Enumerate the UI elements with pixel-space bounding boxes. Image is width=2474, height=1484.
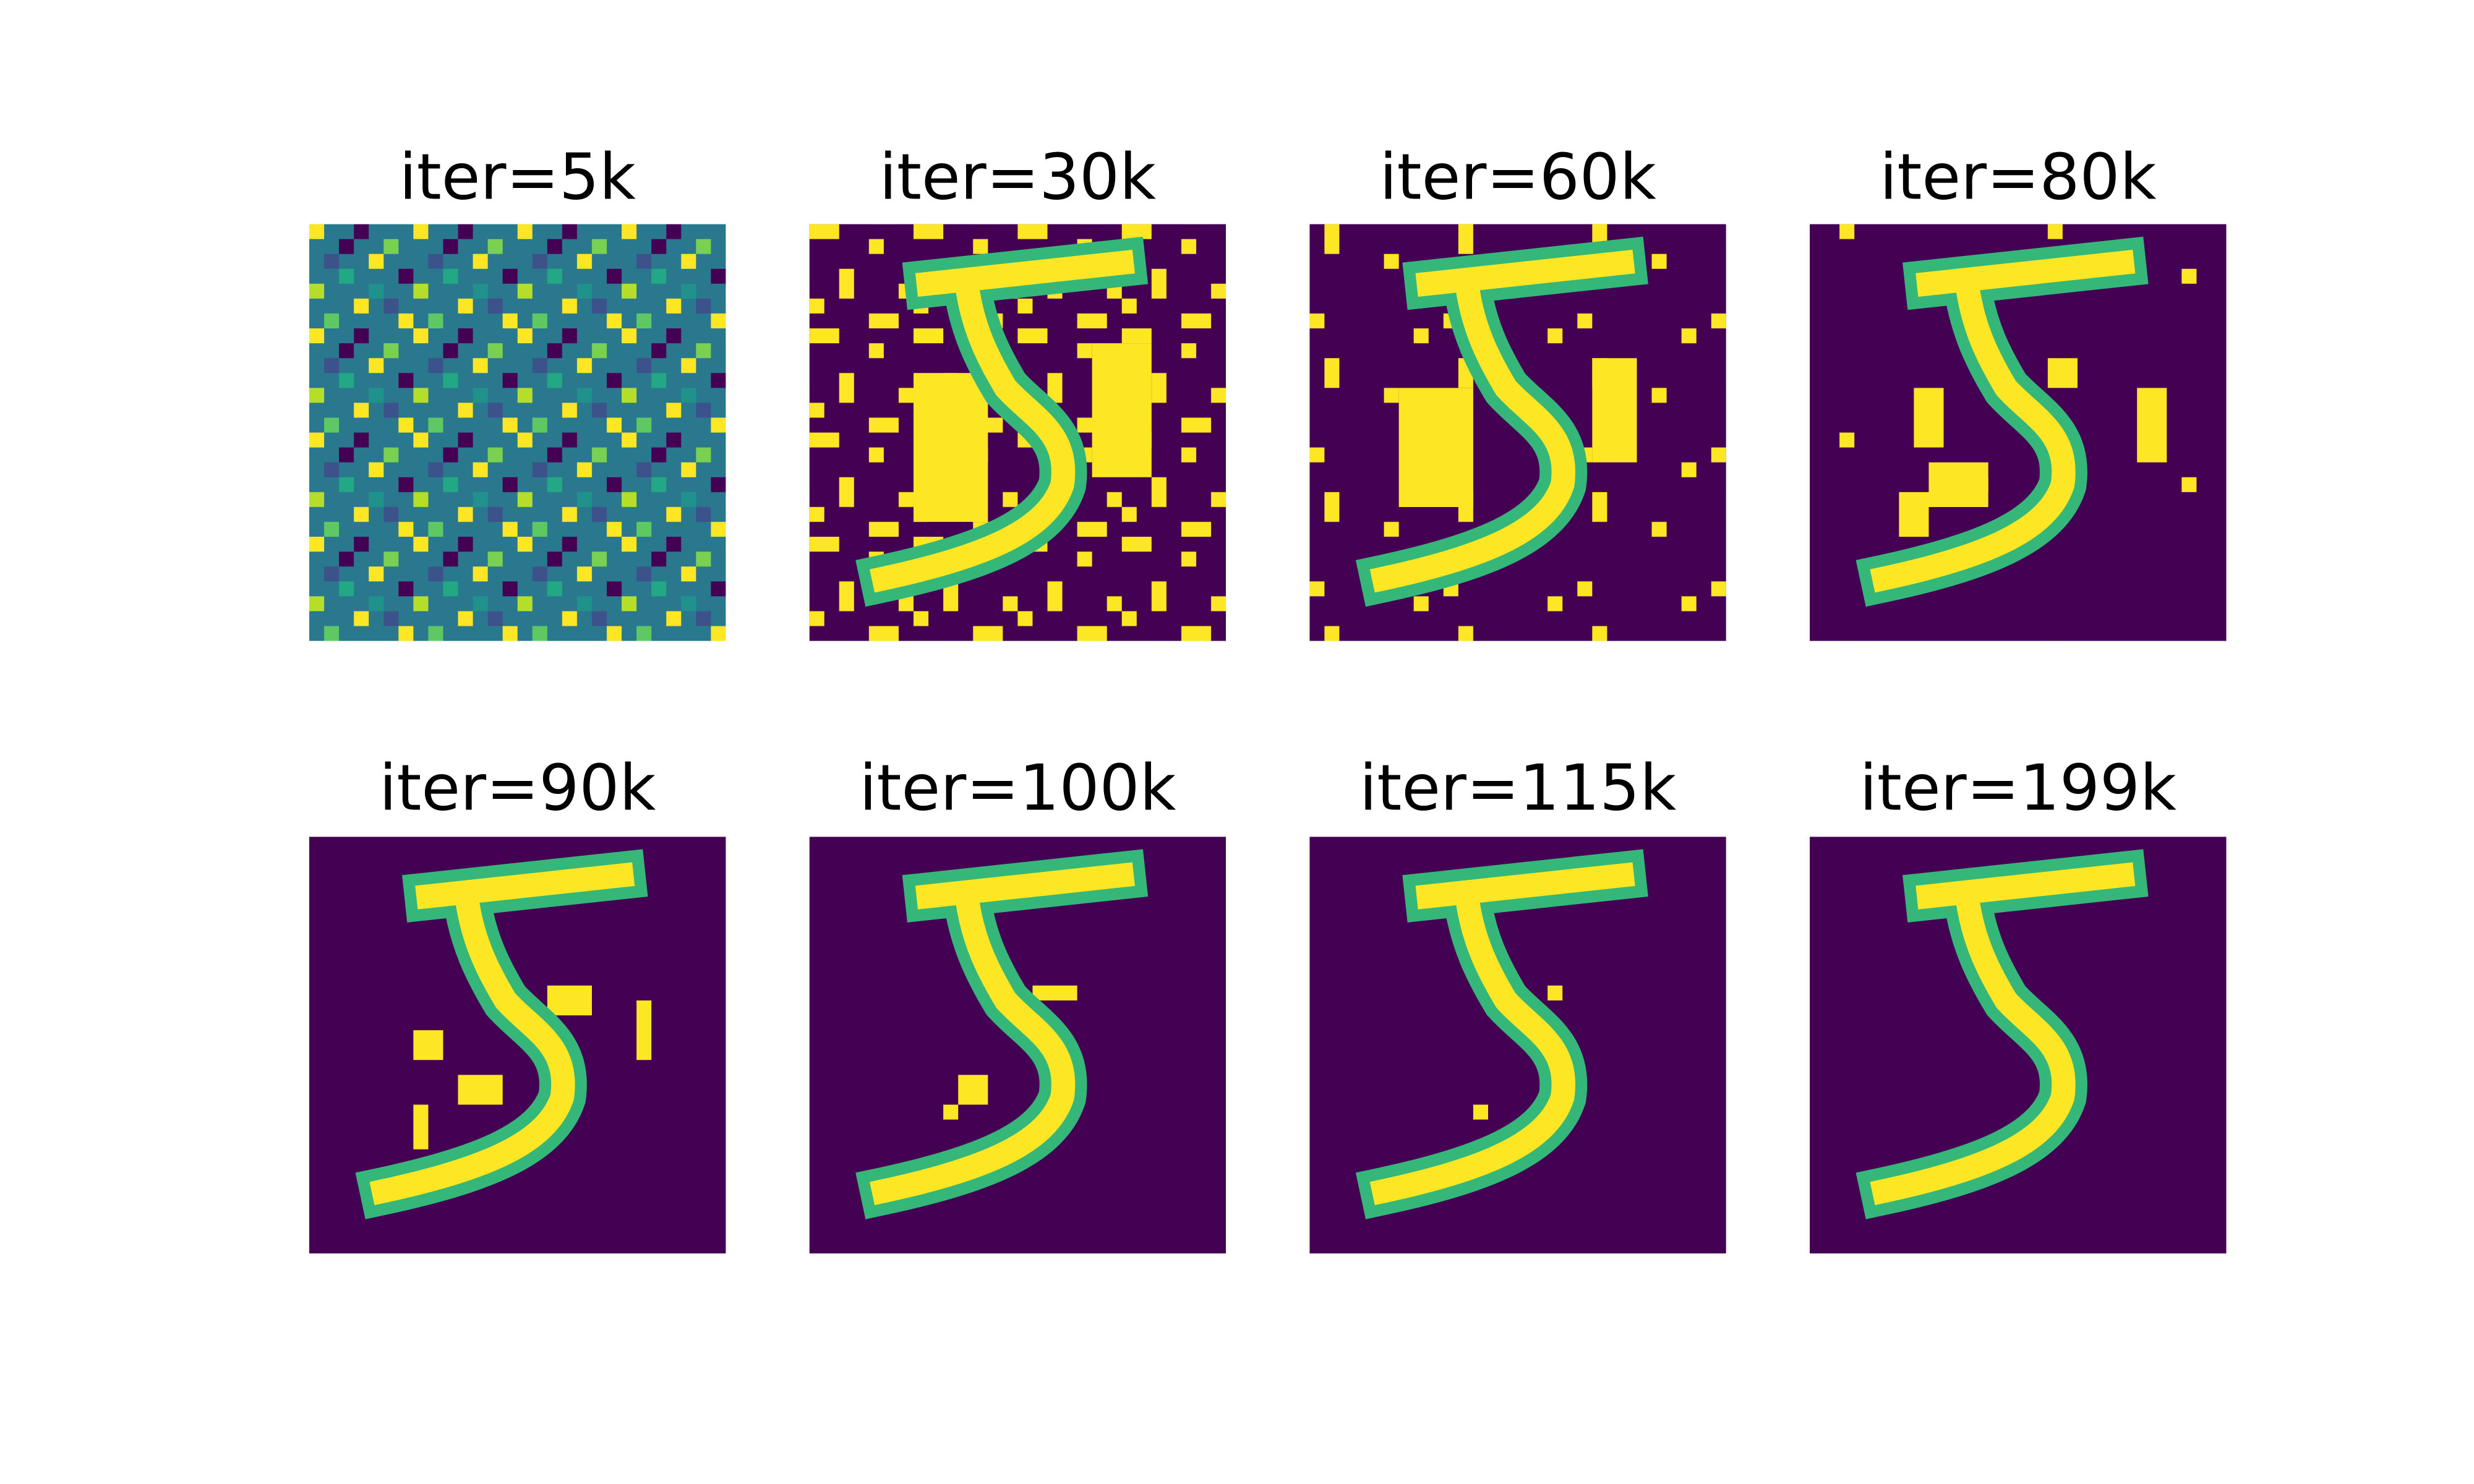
blob [1899,358,2167,537]
panel-title: iter=199k [1860,752,2177,825]
noise [309,224,726,641]
panel-title: iter=5k [399,140,636,214]
panel-title: iter=80k [1880,140,2157,214]
sample-image [1309,224,1726,641]
blob [914,343,1152,522]
sample-image [1309,837,1726,1254]
sample-image [809,837,1226,1254]
blob [1398,358,1637,507]
panel-title: iter=60k [1379,140,1656,214]
panel-title: iter=90k [379,752,656,825]
sample-image [309,837,726,1254]
sample-image [809,224,1226,641]
blob [943,985,1077,1120]
sample-image [1810,224,2227,641]
panel-title: iter=30k [880,140,1157,214]
blob [1473,985,1563,1120]
sample-image [1810,837,2227,1254]
sample-image [309,224,726,641]
panel-title: iter=100k [859,752,1176,825]
panel-title: iter=115k [1359,752,1676,825]
